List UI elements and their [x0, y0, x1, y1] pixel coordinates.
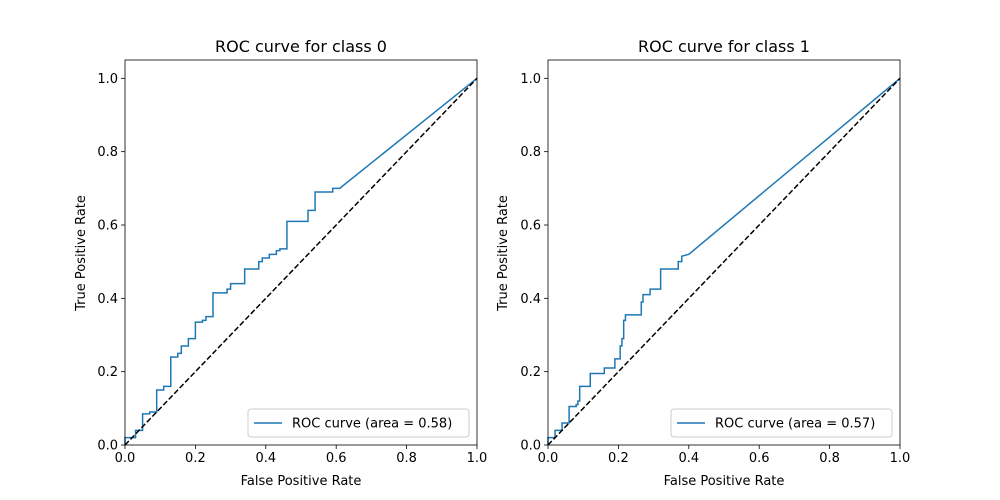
axes-frame — [547, 59, 901, 446]
x-axis-label: False Positive Rate — [664, 474, 785, 489]
x-tick-label: 0.4 — [255, 451, 276, 466]
x-tick-label: 0.6 — [326, 451, 347, 466]
y-tick-label: 0.4 — [97, 292, 118, 307]
x-tick-label: 0.2 — [185, 451, 206, 466]
x-tick-label: 0.0 — [115, 451, 136, 466]
y-tick-label: 1.0 — [97, 72, 118, 87]
y-tick-label: 0.8 — [520, 145, 541, 160]
y-axis-label: True Positive Rate — [74, 195, 89, 312]
y-tick-label: 0.6 — [520, 219, 541, 234]
y-tick-label: 0.6 — [97, 219, 118, 234]
y-tick-label: 0.0 — [97, 439, 118, 454]
y-tick-label: 0.2 — [520, 365, 541, 380]
legend-box — [670, 408, 893, 438]
x-tick-label: 0.4 — [678, 451, 699, 466]
x-axis-label: False Positive Rate — [241, 474, 362, 489]
chance-diagonal-line — [547, 77, 901, 446]
legend: ROC curve (area = 0.57) — [670, 408, 893, 438]
chart-title: ROC curve for class 0 — [215, 37, 387, 56]
x-tick-label: 0.0 — [538, 451, 559, 466]
roc-curve-line — [124, 77, 478, 445]
chance-diagonal-line — [124, 77, 478, 446]
y-tick-label: 0.8 — [97, 145, 118, 160]
y-tick-label: 1.0 — [520, 72, 541, 87]
y-tick-label: 0.2 — [97, 365, 118, 380]
chart-title: ROC curve for class 1 — [638, 37, 810, 56]
plot-area: 0.0 0.2 0.4 0.6 0.8 1.0 0.0 0.2 0.4 0.6 0.8 1.0 ROC … — [97, 59, 488, 466]
x-tick-label: 0.6 — [749, 451, 770, 466]
y-tick-label: 0.4 — [520, 292, 541, 307]
x-tick-label: 1.0 — [467, 451, 488, 466]
x-tick-label: 0.8 — [819, 451, 840, 466]
chart-panel-class-1: ROC curve for class 1 False Positive Rat… — [496, 37, 910, 489]
legend-box — [247, 408, 470, 438]
axes-frame — [124, 59, 478, 446]
legend: ROC curve (area = 0.58) — [247, 408, 470, 438]
chart-panel-class-0: ROC curve for class 0 False Positive Rat… — [74, 37, 487, 489]
x-tick-label: 0.2 — [608, 451, 629, 466]
plot-area: 0.0 0.2 0.4 0.6 0.8 1.0 0.0 0.2 0.4 0.6 0.8 1.0 ROC … — [520, 59, 911, 466]
y-axis-label: True Positive Rate — [496, 195, 511, 312]
legend-label: ROC curve (area = 0.57) — [715, 417, 875, 432]
x-tick-label: 0.8 — [396, 451, 417, 466]
y-tick-label: 0.0 — [520, 439, 541, 454]
x-tick-label: 1.0 — [890, 451, 911, 466]
legend-label: ROC curve (area = 0.58) — [292, 417, 452, 432]
roc-curve-line — [547, 77, 901, 445]
